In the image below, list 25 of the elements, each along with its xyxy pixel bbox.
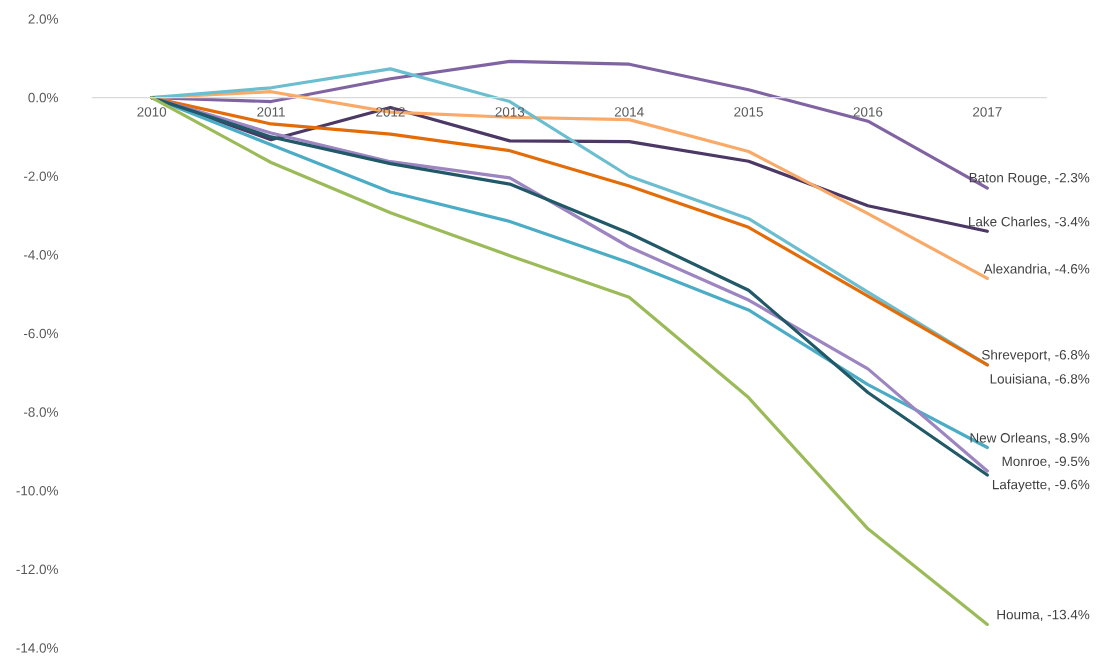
- data-label: Houma, -13.4%: [997, 609, 1090, 621]
- data-label: Lafayette, -9.6%: [992, 479, 1090, 492]
- data-label: Baton Rouge, -2.3%: [969, 172, 1090, 186]
- y-tick-label: -6.0%: [23, 328, 59, 339]
- y-tick-label: -8.0%: [23, 407, 59, 417]
- data-label: Louisiana, -6.8%: [990, 373, 1090, 386]
- y-tick-label: -10.0%: [16, 485, 59, 496]
- y-tick-label: 0.0%: [28, 92, 59, 103]
- x-tick-label: 2015: [734, 107, 763, 117]
- y-tick-label: -2.0%: [23, 171, 59, 181]
- x-tick-label: 2016: [853, 107, 883, 117]
- y-tick-label: -14.0%: [16, 643, 59, 653]
- data-label: Alexandria, -4.6%: [983, 263, 1090, 276]
- x-tick-label: 2011: [257, 107, 285, 117]
- data-label: Lake Charles, -3.4%: [969, 216, 1090, 228]
- x-tick-label: 2017: [973, 107, 1002, 117]
- x-tick-label: 2013: [495, 107, 525, 117]
- x-tick-label: 2010: [137, 107, 167, 117]
- y-tick-label: -4.0%: [23, 250, 59, 260]
- data-label: New Orleans, -8.9%: [970, 432, 1090, 445]
- data-label: Monroe, -9.5%: [1002, 456, 1090, 468]
- y-tick-label: -12.0%: [16, 564, 59, 575]
- y-tick-label: 2.0%: [28, 14, 59, 24]
- x-tick-label: 2014: [614, 107, 644, 117]
- data-label: Shreveport, -6.8%: [982, 349, 1090, 363]
